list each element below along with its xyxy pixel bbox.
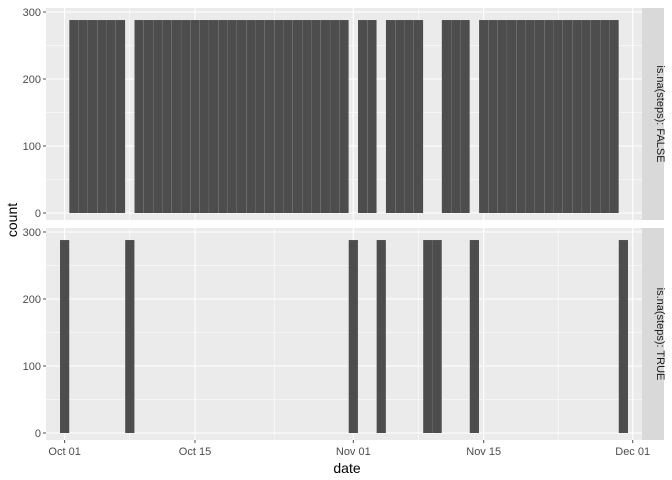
- bar: [516, 20, 526, 213]
- bar: [376, 240, 386, 433]
- bar: [320, 20, 330, 213]
- panel-top: 0 100 200 300 is.na(steps): FALSE: [23, 7, 666, 220]
- bar: [69, 20, 79, 213]
- bar: [413, 20, 424, 213]
- bar: [97, 20, 107, 213]
- bar: [553, 20, 563, 213]
- bar: [600, 20, 610, 213]
- x-axis: Oct 01 Oct 15 Nov 01 Nov 15 Dec 01: [48, 440, 650, 458]
- facet-strip: [642, 8, 664, 220]
- y-tick-label: 300: [23, 7, 41, 19]
- x-axis-title: date: [333, 460, 360, 476]
- bar: [255, 20, 265, 213]
- bar: [125, 240, 135, 433]
- x-tick-label: Dec 01: [615, 446, 650, 458]
- bar: [292, 20, 303, 213]
- facet-strip-label: is.na(steps): TRUE: [654, 288, 666, 381]
- facet-strip-label: is.na(steps): FALSE: [654, 65, 666, 162]
- y-tick-label: 0: [35, 428, 41, 440]
- bar: [218, 20, 228, 213]
- facet-strip: [642, 228, 664, 440]
- bar: [162, 20, 172, 213]
- bar: [460, 20, 470, 213]
- bar: [227, 20, 237, 213]
- panel-background: [46, 228, 642, 440]
- panel-bottom: 0 100 200 300 is.na(steps): TRUE: [23, 227, 666, 440]
- bar: [339, 20, 349, 213]
- bar: [264, 20, 275, 213]
- bar: [348, 240, 358, 433]
- bar: [143, 20, 154, 213]
- bar: [497, 20, 507, 213]
- bar: [404, 20, 414, 213]
- bar: [590, 20, 601, 213]
- y-tick-label: 0: [35, 208, 41, 220]
- bar: [395, 20, 405, 213]
- bar: [488, 20, 498, 213]
- bar: [246, 20, 256, 213]
- bar: [534, 20, 545, 213]
- bar: [60, 240, 70, 433]
- bar: [106, 20, 116, 213]
- bar: [153, 20, 163, 213]
- y-tick-label: 100: [23, 361, 41, 373]
- x-tick-label: Oct 15: [179, 446, 211, 458]
- y-tick-label: 100: [23, 141, 41, 153]
- bar: [479, 20, 489, 213]
- bar: [190, 20, 200, 213]
- bar: [115, 20, 126, 213]
- bar: [236, 20, 247, 213]
- x-tick-label: Nov 01: [336, 446, 371, 458]
- bar: [609, 20, 619, 213]
- bar: [385, 20, 396, 213]
- x-tick-label: Nov 15: [466, 446, 501, 458]
- bar: [311, 20, 321, 213]
- bar: [199, 20, 209, 213]
- y-tick-label: 300: [23, 227, 41, 239]
- bar: [572, 20, 582, 213]
- bar: [581, 20, 591, 213]
- bar: [358, 20, 368, 213]
- bar: [507, 20, 517, 213]
- bar: [432, 240, 442, 433]
- y-axis-title: count: [4, 203, 20, 237]
- bar: [367, 20, 377, 213]
- bar: [525, 20, 535, 213]
- bar: [87, 20, 98, 213]
- bar: [209, 20, 219, 213]
- y-tick-label: 200: [23, 74, 41, 86]
- bar: [181, 20, 191, 213]
- bar: [330, 20, 340, 213]
- bar: [171, 20, 181, 213]
- bar: [283, 20, 293, 213]
- bar: [544, 20, 554, 213]
- bar: [423, 240, 433, 433]
- bar: [302, 20, 312, 213]
- bar: [618, 240, 628, 433]
- bar: [274, 20, 284, 213]
- bar: [441, 20, 452, 213]
- bar: [134, 20, 144, 213]
- bar: [562, 20, 573, 213]
- bar: [451, 20, 461, 213]
- bar: [469, 240, 479, 433]
- y-tick-label: 200: [23, 294, 41, 306]
- x-tick-label: Oct 01: [48, 446, 80, 458]
- bar: [78, 20, 88, 213]
